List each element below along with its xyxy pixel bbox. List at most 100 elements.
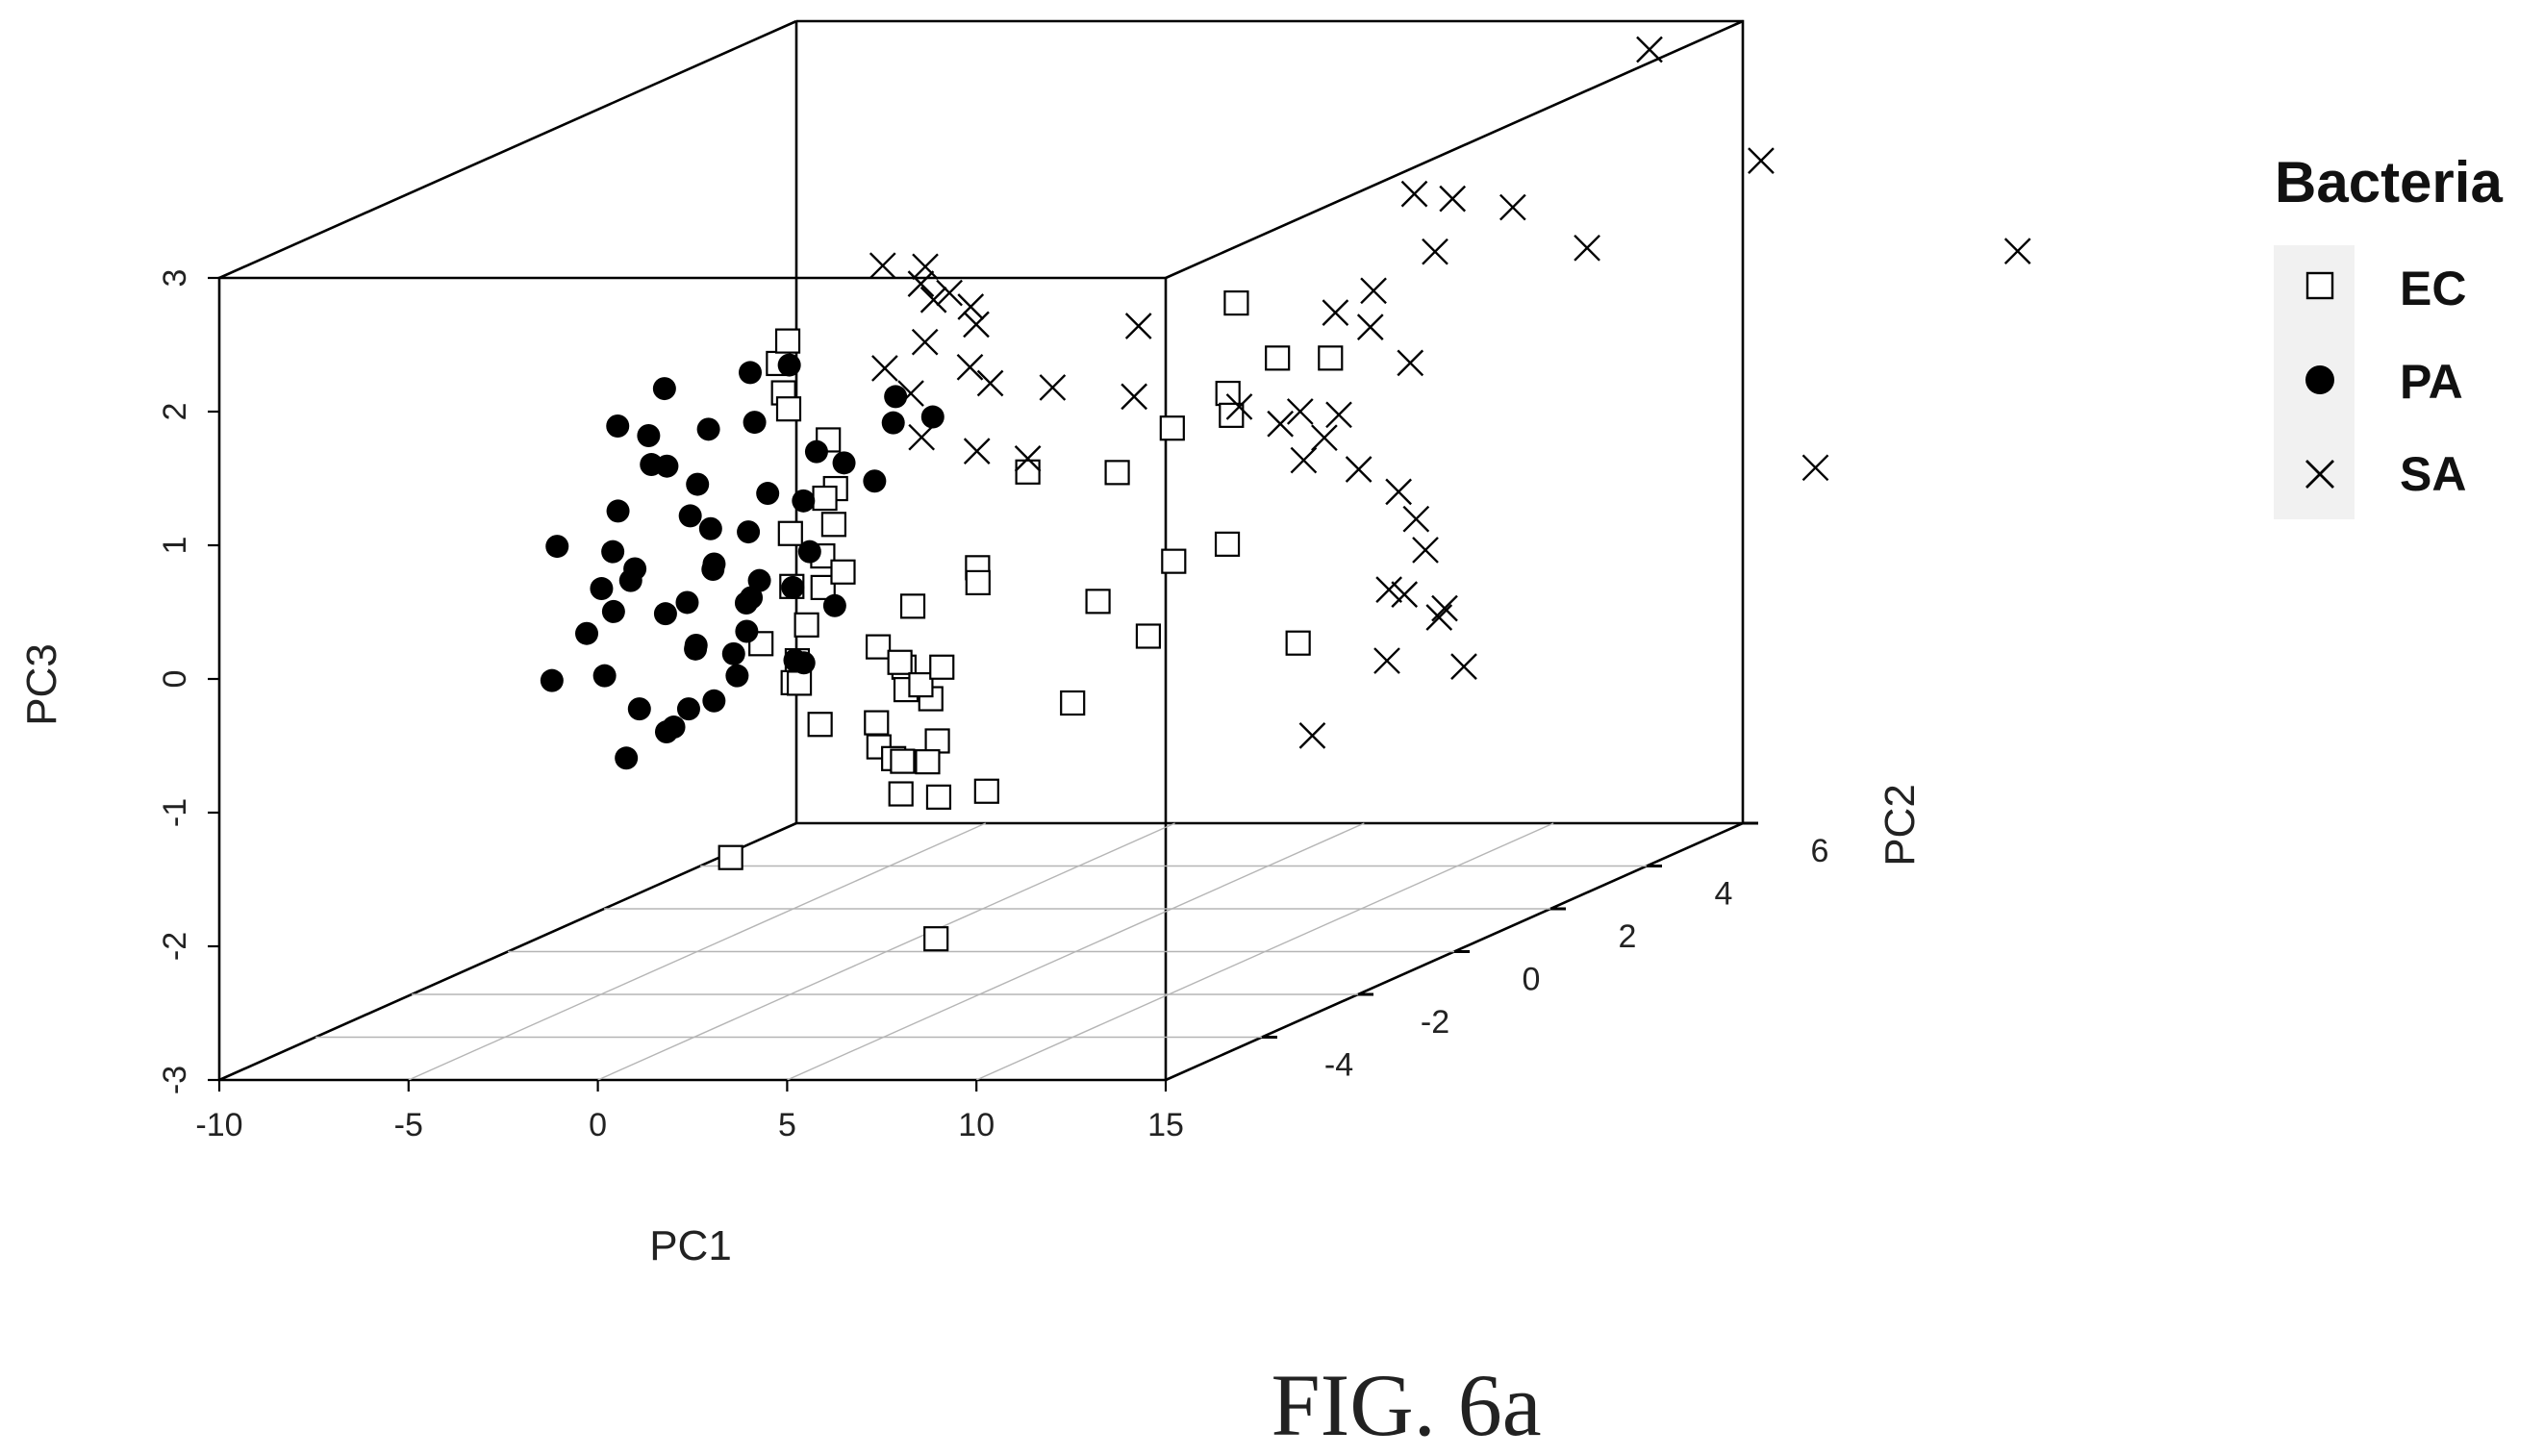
y-tick-label: 0 bbox=[1523, 962, 1541, 998]
point-pa bbox=[652, 377, 676, 401]
point-sa bbox=[1356, 314, 1384, 340]
point-sa bbox=[957, 293, 985, 320]
z-axis-label: PC3 bbox=[18, 643, 65, 726]
x-tick-label: -5 bbox=[394, 1107, 423, 1143]
point-ec bbox=[887, 649, 913, 675]
point-sa bbox=[911, 328, 939, 356]
point-pa bbox=[702, 552, 726, 576]
legend-title: Bacteria bbox=[2275, 150, 2503, 214]
point-ec bbox=[816, 427, 842, 453]
series-sa bbox=[869, 36, 2031, 749]
z-tick-label: -1 bbox=[157, 798, 193, 827]
point-ec bbox=[908, 671, 934, 698]
point-sa bbox=[1286, 398, 1314, 425]
point-sa bbox=[1290, 446, 1318, 474]
point-pa bbox=[743, 411, 767, 435]
point-pa bbox=[702, 689, 726, 713]
point-ec bbox=[888, 781, 914, 807]
point-sa bbox=[1636, 36, 1663, 63]
point-pa bbox=[623, 557, 647, 581]
point-pa bbox=[686, 472, 710, 496]
point-sa bbox=[956, 353, 984, 381]
x-tick-label: -10 bbox=[195, 1107, 242, 1143]
z-tick-label: 0 bbox=[157, 670, 193, 689]
point-pa bbox=[777, 353, 801, 377]
point-pa bbox=[792, 489, 816, 513]
point-sa bbox=[1431, 594, 1458, 622]
point-ec bbox=[973, 778, 999, 804]
point-sa bbox=[1311, 424, 1338, 452]
point-sa bbox=[976, 369, 1004, 397]
y-axis-label: PC2 bbox=[1877, 784, 1924, 866]
point-sa bbox=[1412, 537, 1439, 564]
point-pa bbox=[698, 516, 722, 540]
point-ec bbox=[1159, 415, 1185, 441]
point-sa bbox=[1225, 393, 1253, 420]
point-sa bbox=[1373, 647, 1400, 674]
point-sa bbox=[912, 253, 939, 281]
point-sa bbox=[1748, 147, 1775, 174]
point-pa bbox=[797, 540, 821, 564]
point-pa bbox=[606, 414, 630, 438]
point-pa bbox=[606, 499, 630, 523]
point-ec bbox=[1215, 380, 1241, 407]
point-ec bbox=[1015, 459, 1041, 485]
series-ec bbox=[718, 290, 1344, 952]
point-sa bbox=[1402, 505, 1430, 533]
point-pa bbox=[735, 619, 759, 643]
point-sa bbox=[963, 438, 991, 464]
point-sa bbox=[1450, 653, 1477, 680]
point-sa bbox=[1425, 604, 1453, 631]
point-ec bbox=[965, 569, 991, 596]
point-pa bbox=[739, 361, 762, 385]
point-pa bbox=[863, 469, 887, 493]
point-ec bbox=[865, 634, 892, 660]
point-pa bbox=[725, 664, 749, 688]
point-ec bbox=[820, 512, 847, 538]
point-ec bbox=[748, 631, 774, 657]
data-points bbox=[540, 36, 2031, 952]
box-connector-top-right bbox=[1165, 19, 1744, 280]
point-ec bbox=[864, 710, 890, 736]
point-pa bbox=[678, 504, 702, 528]
z-tick-label: 2 bbox=[157, 403, 193, 421]
point-ec bbox=[890, 748, 916, 774]
point-sa bbox=[897, 380, 924, 407]
point-pa bbox=[721, 641, 745, 665]
z-tick-label: -2 bbox=[157, 932, 193, 961]
point-sa bbox=[963, 311, 990, 339]
z-tick-label: -3 bbox=[157, 1066, 193, 1094]
legend-marker-ec bbox=[2305, 271, 2334, 300]
point-pa bbox=[540, 668, 564, 692]
point-ec bbox=[924, 728, 950, 754]
point-ec bbox=[1161, 548, 1187, 574]
point-pa bbox=[676, 697, 700, 721]
point-ec bbox=[718, 844, 743, 870]
point-sa bbox=[1322, 299, 1349, 326]
point-sa bbox=[1360, 277, 1387, 305]
point-pa bbox=[792, 651, 816, 675]
y-tick-label: 4 bbox=[1715, 876, 1733, 913]
point-ec bbox=[812, 485, 838, 512]
point-ec bbox=[786, 670, 813, 696]
point-ec bbox=[915, 749, 941, 775]
x-tick-label: 0 bbox=[589, 1107, 607, 1143]
point-pa bbox=[654, 720, 678, 744]
point-ec bbox=[807, 712, 833, 738]
point-pa bbox=[601, 599, 625, 623]
point-pa bbox=[832, 451, 856, 475]
point-ec bbox=[925, 784, 952, 810]
point-sa bbox=[1121, 383, 1147, 411]
point-pa bbox=[696, 417, 720, 441]
point-sa bbox=[1345, 456, 1373, 483]
plot-box bbox=[217, 19, 1745, 1082]
point-sa bbox=[2003, 238, 2031, 264]
point-ec bbox=[1285, 630, 1311, 656]
point-sa bbox=[1375, 576, 1402, 603]
point-pa bbox=[601, 540, 625, 564]
point-pa bbox=[781, 575, 805, 599]
point-pa bbox=[675, 590, 699, 615]
x-axis-label: PC1 bbox=[649, 1222, 732, 1269]
point-sa bbox=[908, 423, 936, 451]
point-sa bbox=[1267, 410, 1294, 438]
